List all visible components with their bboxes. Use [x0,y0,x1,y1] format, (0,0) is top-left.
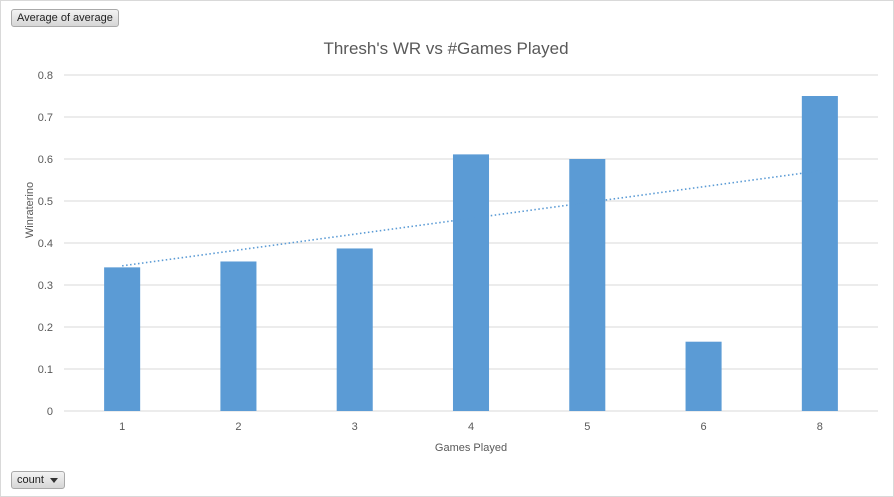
y-tick-label: 0.6 [38,154,53,166]
bar [336,248,373,411]
y-tick-label: 0.2 [38,322,53,334]
x-tick-label: 4 [468,421,474,433]
chart-title: Thresh's WR vs #Games Played [323,39,568,58]
x-tick-label: 3 [352,421,358,433]
y-tick-label: 0.5 [38,196,53,208]
y-tick-label: 0.7 [38,112,53,124]
bars [104,96,838,411]
bar [569,159,606,411]
bar [220,261,257,411]
trendline [122,170,820,267]
y-tick-label: 0.1 [38,364,53,376]
x-tick-label: 5 [584,421,590,433]
axis-field-dropdown[interactable]: count [11,471,65,489]
y-axis-title: Winraterino [24,182,36,238]
bar [452,154,490,411]
bar [104,267,141,411]
axis-field-label: count [17,474,44,486]
x-tick-label: 1 [119,421,125,433]
x-axis-title: Games Played [435,442,507,454]
x-tick-label: 6 [701,421,707,433]
chevron-down-icon [49,477,58,483]
y-tick-label: 0.4 [38,238,53,250]
x-axis-ticks: 1 2 3 4 5 6 8 [119,421,823,433]
y-tick-label: 0.3 [38,280,53,292]
x-tick-label: 2 [235,421,241,433]
value-field-button[interactable]: Average of average [11,9,119,27]
y-axis-ticks: 0 0.1 0.2 0.3 0.4 0.5 0.6 0.7 0.8 [38,70,53,418]
y-tick-label: 0 [47,406,53,418]
value-field-label: Average of average [17,12,113,24]
bar [685,341,722,411]
x-tick-label: 8 [817,421,823,433]
bar [801,96,838,411]
y-tick-label: 0.8 [38,70,53,82]
